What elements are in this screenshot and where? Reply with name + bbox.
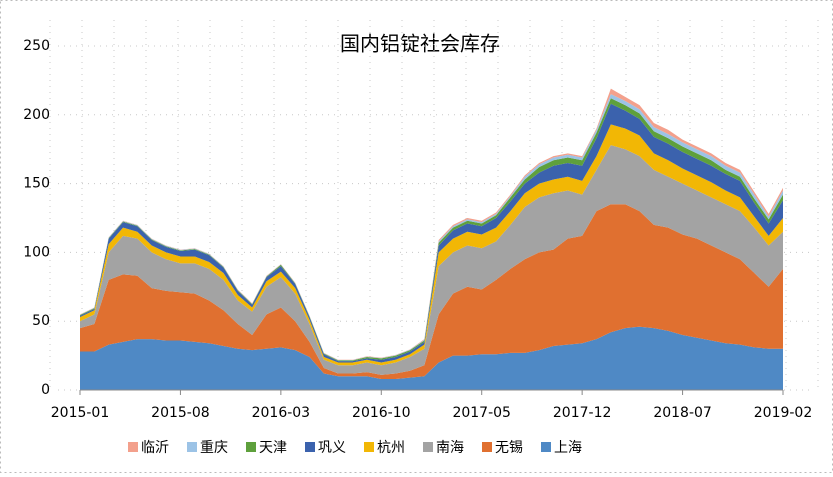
legend-swatch	[482, 442, 492, 452]
legend-label: 杭州	[377, 440, 405, 456]
x-tick-label: 2015-01	[51, 405, 110, 421]
x-tick-label: 2019-02	[754, 405, 813, 421]
legend-swatch	[423, 442, 433, 452]
legend-label: 上海	[554, 440, 582, 456]
x-tick-label: 2017-05	[452, 405, 511, 421]
area	[80, 145, 783, 375]
legend-label: 临沂	[141, 440, 169, 456]
area	[80, 103, 783, 363]
y-tick-label: 250	[23, 38, 50, 54]
legend-label: 天津	[259, 440, 287, 456]
x-tick-label: 2018-07	[653, 405, 712, 421]
legend-swatch	[187, 442, 197, 452]
x-tick-label: 2015-08	[151, 405, 210, 421]
area	[80, 326, 783, 390]
legend-swatch	[541, 442, 551, 452]
chart-title: 国内铝锭社会库存	[340, 32, 500, 56]
x-tick-label: 2016-10	[352, 405, 411, 421]
legend-swatch	[305, 442, 315, 452]
y-tick-label: 0	[41, 382, 50, 398]
legend-label: 重庆	[200, 440, 228, 456]
legend-swatch	[364, 442, 374, 452]
legend-swatch	[246, 442, 256, 452]
legend-label: 南海	[436, 440, 464, 456]
y-tick-label: 100	[23, 244, 50, 260]
area	[80, 124, 783, 366]
x-tick-label: 2017-12	[553, 405, 612, 421]
x-tick-label: 2016-03	[252, 405, 311, 421]
y-tick-label: 50	[32, 313, 50, 329]
area	[80, 204, 783, 379]
legend-label: 巩义	[318, 440, 346, 456]
legend-swatch	[128, 442, 138, 452]
legend-label: 无锡	[495, 440, 523, 456]
y-tick-label: 150	[23, 176, 50, 192]
y-tick-label: 200	[23, 107, 50, 123]
